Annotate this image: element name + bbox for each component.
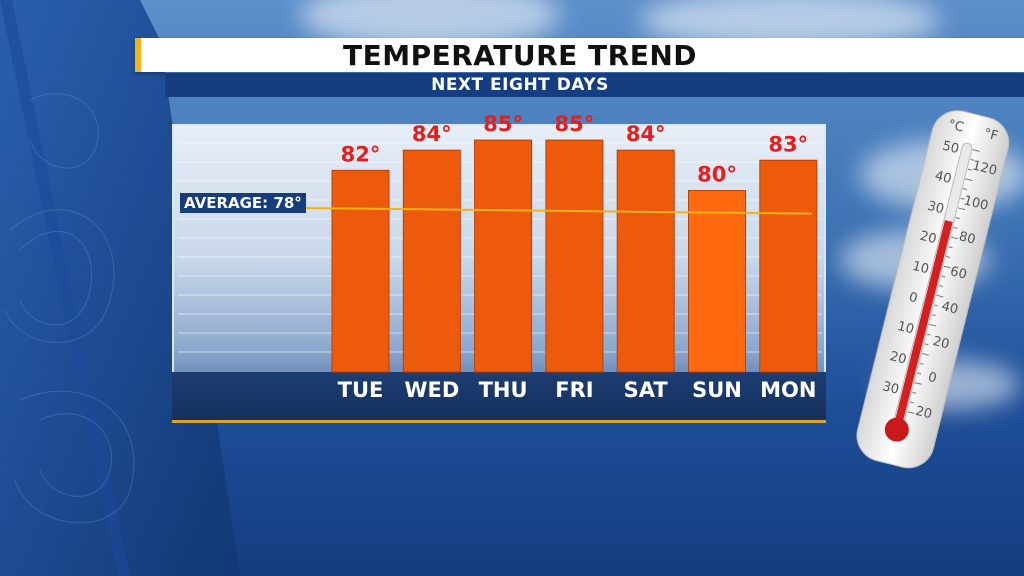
therm-tick-mark [972, 149, 980, 152]
value-label-wed: 84° [412, 122, 452, 146]
subtitle-bar [165, 73, 1024, 97]
day-label-thu: THU [479, 378, 528, 402]
average-label: AVERAGE: 78° [180, 192, 306, 213]
celsius-unit: °C [947, 117, 966, 135]
day-label-fri: FRI [555, 378, 593, 402]
chart-bottom-accent [172, 420, 826, 423]
bar-tue [331, 169, 390, 373]
celsius-tick: 10 [896, 319, 916, 338]
therm-tick-mark [965, 178, 973, 182]
bar-wed [402, 149, 461, 373]
therm-tick-mark [926, 333, 931, 336]
chart-bars [331, 139, 818, 373]
therm-tick-mark [909, 401, 914, 404]
bar-fri [545, 139, 604, 373]
fahrenheit-tick: 100 [962, 193, 990, 214]
therm-tick-mark [955, 217, 960, 220]
therm-tick-mark [950, 236, 958, 240]
therm-tick-mark [953, 226, 958, 229]
value-label-thu: 85° [483, 112, 523, 136]
chart-subtitle: NEXT EIGHT DAYS [431, 75, 609, 95]
fahrenheit-tick: 40 [940, 299, 960, 318]
therm-tick-mark [967, 168, 972, 171]
therm-tick-mark [914, 382, 922, 385]
value-label-tue: 82° [341, 142, 381, 166]
therm-tick-mark [929, 323, 937, 327]
day-label-sun: SUN [692, 378, 742, 402]
celsius-tick: 30 [881, 379, 901, 398]
day-label-mon: MON [760, 378, 816, 402]
value-label-mon: 83° [768, 132, 808, 156]
therm-tick-mark [919, 362, 924, 365]
therm-tick-mark [907, 411, 915, 414]
bar-thu [474, 139, 533, 373]
therm-tick-mark [941, 275, 946, 278]
fahrenheit-tick: 120 [971, 158, 999, 179]
therm-tick-mark [948, 246, 953, 249]
celsius-tick: 10 [911, 259, 931, 278]
fahrenheit-tick: 60 [949, 264, 969, 283]
therm-tick-mark [933, 304, 939, 307]
fahrenheit-unit: °F [982, 126, 999, 144]
celsius-tick: 20 [918, 229, 938, 248]
title-bar [135, 38, 1024, 72]
bar-sat [616, 149, 675, 373]
therm-tick-mark [962, 188, 968, 190]
chart-title: TEMPERATURE TREND [342, 38, 698, 72]
bar-sun [688, 190, 746, 373]
celsius-tick: 40 [933, 169, 953, 188]
value-label-sun: 80° [697, 163, 737, 187]
therm-tick-mark [912, 391, 917, 394]
therm-tick-mark [958, 207, 966, 211]
day-label-sat: SAT [624, 378, 669, 402]
fahrenheit-tick: 80 [957, 229, 977, 248]
fahrenheit-tick: 0 [926, 370, 938, 387]
therm-tick-mark [936, 294, 944, 298]
therm-tick-mark [946, 255, 951, 258]
celsius-tick: 20 [888, 349, 908, 368]
value-label-sat: 84° [626, 122, 666, 146]
therm-tick-mark [938, 285, 943, 288]
fahrenheit-tick: 20 [914, 404, 934, 423]
fahrenheit-tick: 20 [931, 334, 951, 353]
celsius-tick: 50 [941, 139, 961, 158]
day-label-tue: TUE [338, 378, 384, 402]
chart-day-strip [172, 372, 826, 422]
therm-tick-mark [917, 372, 922, 375]
celsius-tick: 0 [907, 290, 919, 307]
therm-tick-mark [921, 353, 929, 356]
therm-tick-mark [924, 343, 929, 346]
bar-mon [759, 159, 818, 373]
chart-day-labels: TUE WED THU FRI SAT SUN MON [338, 378, 817, 402]
chart-value-labels: 82° 84° 85° 85° 84° 80° 83° [341, 112, 809, 186]
therm-tick-mark [960, 197, 965, 200]
therm-tick-mark [943, 265, 951, 269]
therm-tick-mark [970, 158, 975, 161]
celsius-tick: 30 [926, 199, 946, 218]
therm-tick-mark [931, 314, 936, 317]
value-label-fri: 85° [555, 112, 595, 136]
day-label-wed: WED [404, 378, 459, 402]
